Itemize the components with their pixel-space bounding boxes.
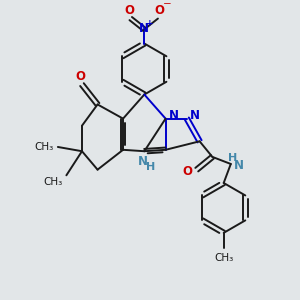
Text: CH₃: CH₃ xyxy=(35,142,54,152)
Text: O: O xyxy=(76,70,85,83)
Text: N: N xyxy=(138,154,148,168)
Text: H: H xyxy=(228,153,238,163)
Text: O: O xyxy=(124,4,134,17)
Text: O: O xyxy=(183,165,193,178)
Text: −: − xyxy=(163,0,171,9)
Text: H: H xyxy=(146,162,155,172)
Text: O: O xyxy=(154,4,164,17)
Text: CH₃: CH₃ xyxy=(43,176,62,187)
Text: N: N xyxy=(234,159,244,172)
Text: N: N xyxy=(169,109,178,122)
Text: +: + xyxy=(146,19,153,28)
Text: N: N xyxy=(190,109,200,122)
Text: CH₃: CH₃ xyxy=(214,253,233,262)
Text: N: N xyxy=(139,22,149,35)
